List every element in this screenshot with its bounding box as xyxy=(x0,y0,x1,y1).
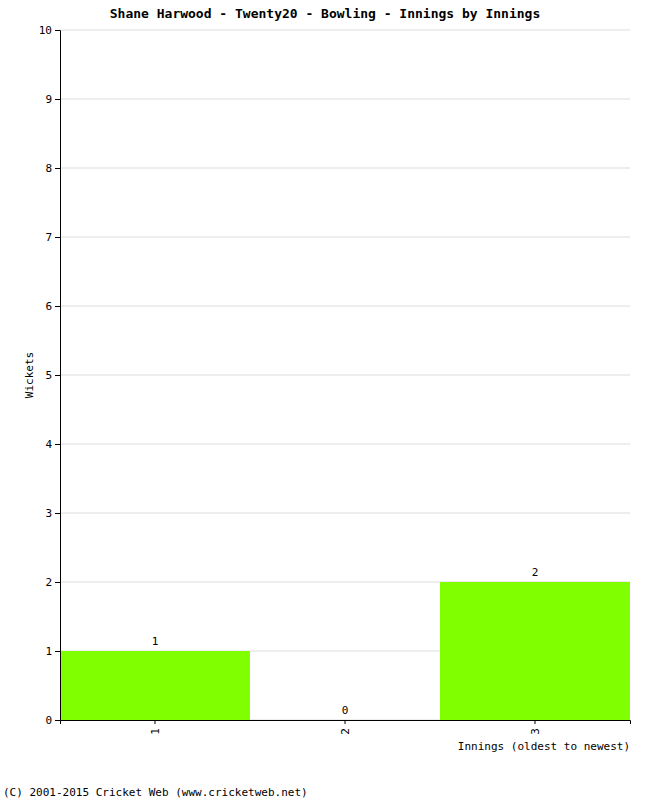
y-tick: 1 xyxy=(45,645,60,658)
y-tick-label: 10 xyxy=(39,24,52,37)
x-tick-label: 2 xyxy=(339,728,352,735)
grid-line xyxy=(60,168,630,169)
y-tick-mark xyxy=(55,651,60,652)
y-tick-mark xyxy=(55,168,60,169)
grid-line xyxy=(60,237,630,238)
x-axis: 1 2 3 xyxy=(61,720,631,735)
title: Shane Harwood - Twenty20 - Bowling - Inn… xyxy=(110,6,540,21)
x-tick-label: 3 xyxy=(529,728,542,735)
y-tick: 7 xyxy=(45,231,60,244)
x-tick: 1 xyxy=(149,720,162,735)
grid-line xyxy=(60,99,630,100)
x-tick: 3 xyxy=(529,720,542,735)
y-tick-mark xyxy=(55,306,60,307)
grid-line xyxy=(60,513,630,514)
y-tick: 9 xyxy=(45,93,60,106)
y-tick: 6 xyxy=(45,300,60,313)
y-tick-label: 0 xyxy=(45,714,52,727)
y-tick: 8 xyxy=(45,162,60,175)
y-tick: 3 xyxy=(45,507,60,520)
bar xyxy=(250,720,440,721)
grid-line xyxy=(60,306,630,307)
y-tick-label: 3 xyxy=(45,507,52,520)
x-tick: 2 xyxy=(339,720,352,735)
data-label: 2 xyxy=(532,566,539,579)
y-tick-mark xyxy=(55,237,60,238)
y-tick-mark xyxy=(55,30,60,31)
data-label: 0 xyxy=(342,704,349,717)
data-label: 1 xyxy=(152,635,159,648)
y-tick-label: 7 xyxy=(45,231,52,244)
chart: 102012345678910123Shane Harwood - Twenty… xyxy=(0,0,650,800)
plot: 102012345678910123 xyxy=(39,24,631,735)
y-tick: 0 xyxy=(45,714,60,727)
bar xyxy=(60,651,250,720)
y-tick-label: 8 xyxy=(45,162,52,175)
bar xyxy=(440,582,630,720)
y-tick: 5 xyxy=(45,369,60,382)
y-tick-label: 6 xyxy=(45,300,52,313)
y-tick-mark xyxy=(55,375,60,376)
grid-line xyxy=(60,444,630,445)
y-tick-mark xyxy=(55,582,60,583)
grid-line xyxy=(60,375,630,376)
source: (C) 2001-2015 Cricket Web (www.cricketwe… xyxy=(3,786,308,799)
y-tick-label: 9 xyxy=(45,93,52,106)
x-tick-mark xyxy=(535,720,536,724)
bars xyxy=(60,582,630,720)
x-axis-line xyxy=(61,721,631,725)
y-axis-title: Wickets xyxy=(23,352,36,398)
data-labels: 1 0 2 xyxy=(152,566,539,717)
x-tick-label: 1 xyxy=(149,728,162,735)
grid-line xyxy=(60,30,630,31)
grid xyxy=(60,30,630,720)
y-axis-line xyxy=(55,31,61,721)
background xyxy=(0,0,650,800)
y-tick-mark xyxy=(55,444,60,445)
y-tick-label: 1 xyxy=(45,645,52,658)
y-tick: 4 xyxy=(45,438,60,451)
y-tick-mark xyxy=(55,513,60,514)
y-tick-mark xyxy=(55,99,60,100)
y-tick-label: 4 xyxy=(45,438,52,451)
x-tick-mark xyxy=(345,720,346,724)
y-axis: 0 1 2 3 4 5 6 7 8 9 10 xyxy=(39,24,61,727)
x-tick-mark xyxy=(155,720,156,724)
x-axis-title: Innings (oldest to newest) xyxy=(458,740,630,753)
y-tick: 10 xyxy=(39,24,60,37)
y-tick-label: 5 xyxy=(45,369,52,382)
y-tick: 2 xyxy=(45,576,60,589)
y-tick-label: 2 xyxy=(45,576,52,589)
y-tick-mark xyxy=(55,720,60,721)
